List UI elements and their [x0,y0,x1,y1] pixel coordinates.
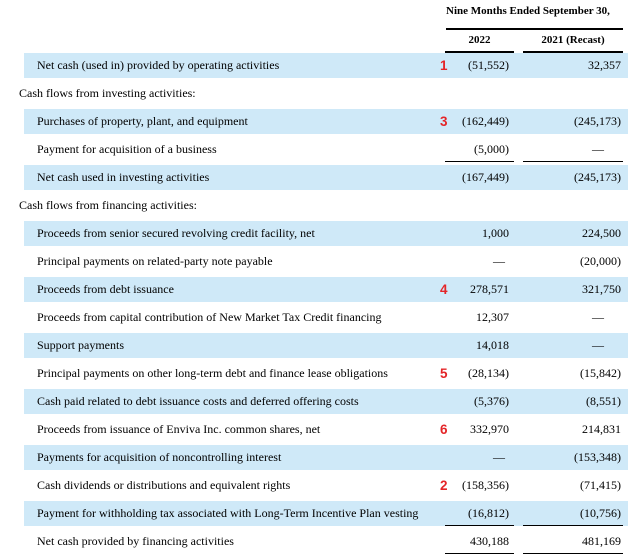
section-label: Cash flows from investing activities: [19,86,196,100]
value-2022: 1,000 [482,226,509,240]
value-2021: 321,750 [582,282,621,296]
value-2022: (158,356) [462,478,509,492]
value-2021 [523,193,623,218]
line-item-label: Proceeds from debt issuance [37,282,174,296]
table-row: Net cash used in investing activities (16… [0,163,640,191]
value-2022: (5,000) [445,137,514,162]
value-2021: (10,756) [523,501,623,526]
column-rule-2022 [445,51,514,53]
annotation-number: 4 [440,281,448,297]
value-2021: — [592,338,604,352]
value-2021 [523,81,623,106]
value-2021: (245,173) [574,114,621,128]
annotation-number: 1 [440,57,448,73]
value-2021: 224,500 [582,226,621,240]
line-item-label: Proceeds from issuance of Enviva Inc. co… [37,422,321,436]
annotation-number: 3 [440,113,448,129]
value-2022: — [493,254,505,268]
value-2022: 430,188 [445,529,514,554]
value-2021: (245,173) [574,170,621,184]
column-header-2022: 2022 [468,34,491,46]
table-row: Payment for acquisition of a business (5,… [0,135,640,163]
section-header-row: Cash flows from financing activities: [0,191,640,219]
table-row: Purchases of property, plant, and equipm… [0,107,640,135]
line-item-label: Payments for acquisition of noncontrolli… [37,450,282,464]
line-item-label: Support payments [37,338,124,352]
line-item-label: Purchases of property, plant, and equipm… [37,114,248,128]
value-2022: (5,376) [474,394,509,408]
value-2022: (28,134) [468,366,509,380]
table-row: Cash dividends or distributions and equi… [0,471,640,499]
line-item-label: Cash paid related to debt issuance costs… [37,394,359,408]
value-2022: (16,812) [445,501,514,526]
value-2021: — [523,137,623,162]
line-item-label: Principal payments on related-party note… [37,254,273,268]
value-2021: 481,169 [523,529,623,554]
section-label: Cash flows from financing activities: [19,198,197,212]
table-row: Net cash (used in) provided by operating… [0,51,640,79]
table-row: Proceeds from debt issuance 4 278,571 321,7… [0,275,640,303]
value-2021: (153,348) [574,450,621,464]
value-2022 [445,193,514,218]
table-row: Proceeds from senior secured revolving c… [0,219,640,247]
line-item-label: Net cash used in investing activities [37,170,210,184]
value-2022: — [493,450,505,464]
table-row: Payments for acquisition of noncontrolli… [0,443,640,471]
period-header: Nine Months Ended September 30, [446,5,610,17]
value-2022: 14,018 [476,338,509,352]
value-2021: 32,357 [588,58,621,72]
value-2022: 12,307 [476,310,509,324]
value-2022: 278,571 [470,282,509,296]
line-item-label: Net cash provided by financing activitie… [37,534,234,548]
value-2021: (8,551) [586,394,621,408]
column-rule-2021 [523,51,623,53]
value-2021: (71,415) [580,478,621,492]
line-item-label: Proceeds from senior secured revolving c… [37,226,315,240]
table-row: Payment for withholding tax associated w… [0,499,640,527]
section-header-row: Cash flows from investing activities: [0,79,640,107]
table-row: Proceeds from capital contribution of Ne… [0,303,640,331]
annotation-number: 5 [440,365,448,381]
value-2022: (162,449) [462,114,509,128]
line-item-label: Principal payments on other long-term de… [37,366,388,380]
value-2021: (15,842) [580,366,621,380]
table-row: Principal payments on related-party note… [0,247,640,275]
annotation-number: 2 [440,477,448,493]
value-2021: 214,831 [582,422,621,436]
line-item-label: Net cash (used in) provided by operating… [37,58,280,72]
value-2021: — [592,310,604,324]
column-header-2021-recast: 2021 (Recast) [541,34,605,46]
table-row: Proceeds from issuance of Enviva Inc. co… [0,415,640,443]
line-item-label: Proceeds from capital contribution of Ne… [37,310,382,324]
header-top-rule [446,28,623,30]
table-row: Support payments 14,018 — [0,331,640,359]
table-row: Cash paid related to debt issuance costs… [0,387,640,415]
line-item-label: Cash dividends or distributions and equi… [37,478,291,492]
value-2022: 332,970 [470,422,509,436]
table-row: Principal payments on other long-term de… [0,359,640,387]
line-item-label: Payment for withholding tax associated w… [37,506,419,520]
line-item-label: Payment for acquisition of a business [37,142,217,156]
table-body: Net cash (used in) provided by operating… [0,51,640,555]
annotation-number: 6 [440,421,448,437]
value-2022: (51,552) [468,58,509,72]
value-2022 [445,81,514,106]
table-row: Net cash provided by financing activitie… [0,527,640,555]
value-2022: (167,449) [462,170,509,184]
value-2021: (20,000) [580,254,621,268]
